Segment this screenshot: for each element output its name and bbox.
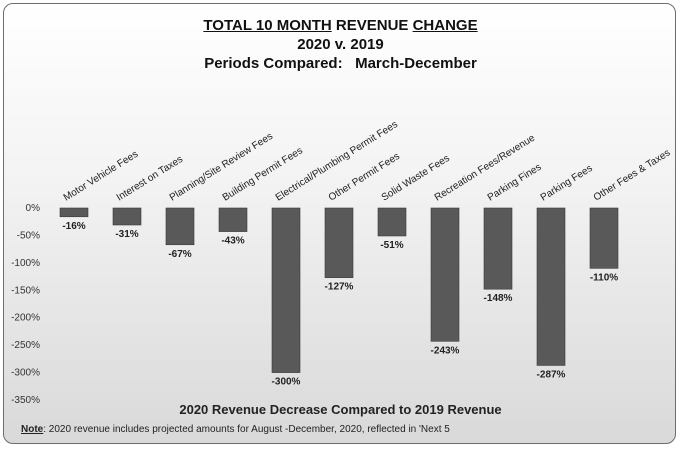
bar bbox=[271, 207, 301, 373]
chart-title-line-2: 2020 v. 2019 bbox=[297, 36, 384, 53]
y-tick-label: -150% bbox=[11, 285, 40, 296]
category-label: Recreation Fees/Revenue bbox=[433, 132, 538, 203]
title-part-1: TOTAL 10 MONTH bbox=[203, 17, 332, 34]
title-part-3: CHANGE bbox=[412, 17, 478, 34]
data-label: -300% bbox=[272, 377, 301, 388]
data-label: -243% bbox=[431, 345, 460, 356]
data-label: -43% bbox=[221, 236, 244, 247]
data-label: -110% bbox=[590, 272, 618, 283]
title-part-2: REVENUE bbox=[331, 17, 413, 34]
data-label: -51% bbox=[380, 240, 403, 251]
chart-title-line-1: TOTAL 10 MONTH REVENUE CHANGE bbox=[4, 17, 675, 34]
category-label: Other Fees & Taxes bbox=[592, 147, 673, 203]
note-text: : 2020 revenue includes projected amount… bbox=[43, 424, 450, 435]
bar-chart: 0% -50% -100% -150% -200% -250% -300% -350% -16%… bbox=[11, 119, 673, 406]
note-label: Note bbox=[21, 424, 44, 435]
data-label: -16% bbox=[62, 221, 85, 232]
y-tick-label: -250% bbox=[11, 340, 40, 351]
bar bbox=[483, 207, 513, 290]
y-tick-label: -350% bbox=[11, 395, 40, 406]
chart-frame: TOTAL 10 MONTH REVENUE CHANGE 2020 v. 20… bbox=[3, 3, 676, 444]
data-label: -67% bbox=[168, 249, 191, 260]
data-label: -148% bbox=[484, 293, 513, 304]
bar bbox=[589, 207, 619, 269]
bar bbox=[536, 207, 566, 366]
footnote: Note: 2020 revenue includes projected am… bbox=[21, 424, 450, 435]
bar bbox=[430, 207, 460, 342]
y-tick-label: -200% bbox=[11, 313, 40, 324]
bar bbox=[324, 207, 354, 278]
bar bbox=[218, 207, 248, 232]
chart-title-line-3: Periods Compared: March-December bbox=[204, 55, 477, 72]
bar bbox=[59, 207, 89, 218]
y-tick-label: -100% bbox=[11, 258, 40, 269]
category-label: Parking Fees bbox=[539, 163, 595, 204]
y-tick-label: 0% bbox=[26, 203, 41, 214]
category-label: Planning/Site Review Fees bbox=[168, 131, 275, 204]
y-tick-label: -300% bbox=[11, 368, 40, 379]
bar bbox=[112, 207, 142, 226]
x-axis-caption: 2020 Revenue Decrease Compared to 2019 R… bbox=[179, 402, 502, 417]
y-tick-label: -50% bbox=[17, 230, 40, 241]
data-label: -127% bbox=[325, 282, 354, 293]
data-label: -287% bbox=[537, 369, 566, 380]
data-label: -31% bbox=[115, 229, 138, 240]
bar bbox=[165, 207, 195, 246]
bar bbox=[377, 207, 407, 237]
